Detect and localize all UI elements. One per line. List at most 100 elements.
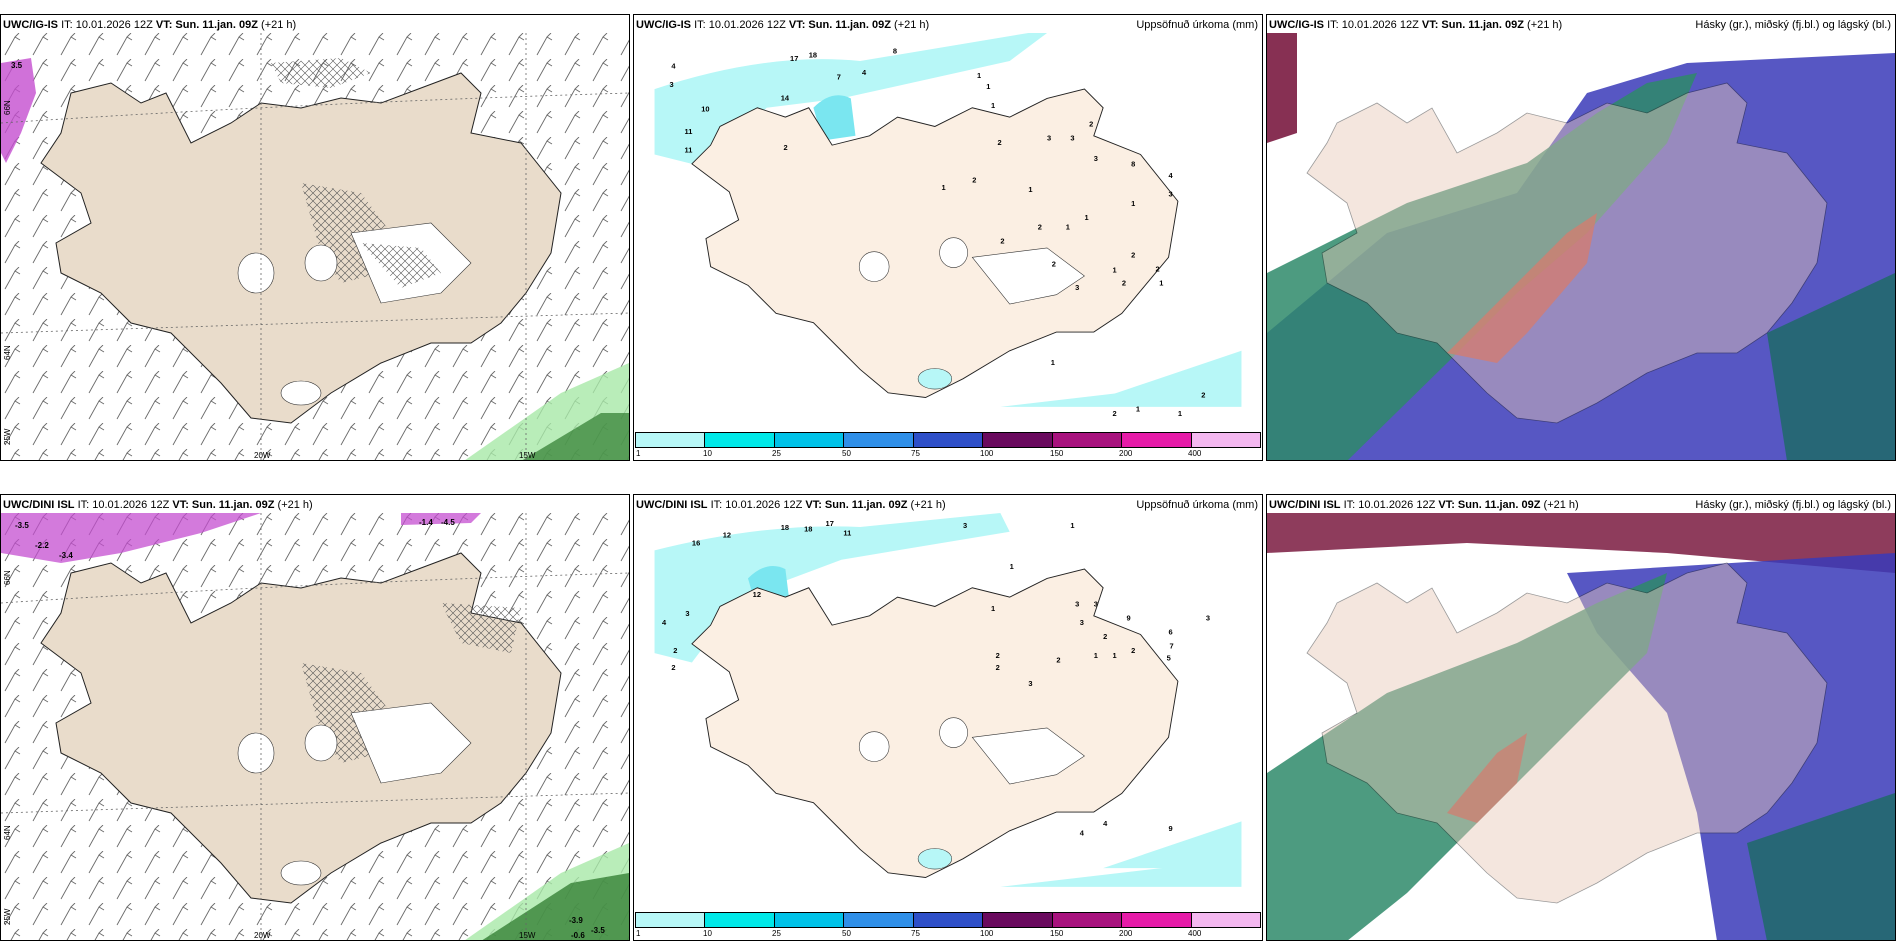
svg-text:2: 2 xyxy=(1056,656,1060,665)
precip-map: 16 12 18 18 17 11 3 1 4 3 12 2 2 1 3 3 9… xyxy=(654,513,1242,887)
svg-text:1: 1 xyxy=(1136,405,1140,414)
svg-text:17: 17 xyxy=(826,519,834,528)
svg-text:8: 8 xyxy=(1131,160,1135,169)
svg-text:-3.5: -3.5 xyxy=(15,521,29,530)
svg-text:7: 7 xyxy=(1169,642,1173,651)
svg-text:-1.4: -1.4 xyxy=(419,518,433,527)
svg-text:3: 3 xyxy=(1075,283,1079,292)
svg-text:12: 12 xyxy=(723,530,731,539)
colorbar-bin xyxy=(844,433,914,447)
svg-text:2: 2 xyxy=(1122,278,1126,287)
svg-text:9: 9 xyxy=(1169,824,1173,833)
precip-values: 16 12 18 18 17 11 3 1 4 3 12 2 2 1 3 3 9… xyxy=(662,519,1210,837)
svg-text:16: 16 xyxy=(692,539,700,548)
lat-label: 66N xyxy=(3,100,12,115)
colorbar-bin xyxy=(705,433,775,447)
wind-panel-top: UWC/IG-IS IT: 10.01.2026 12Z VT: Sun. 11… xyxy=(0,14,630,461)
colorbar-bin xyxy=(1052,433,1123,447)
svg-text:17: 17 xyxy=(790,54,798,63)
lat-label: 66N xyxy=(3,570,12,585)
svg-text:1: 1 xyxy=(1028,185,1032,194)
colorbar-bin xyxy=(983,433,1053,447)
colorbar-ticks: 1 10 25 50 75 100 150 200 400 xyxy=(636,449,1202,458)
colorbar-bin xyxy=(913,433,984,447)
svg-text:10: 10 xyxy=(701,105,709,114)
panel-right-title: Uppsöfnuð úrkoma (mm) xyxy=(1136,499,1258,511)
precip-colorbar xyxy=(635,912,1261,928)
svg-text:-3.4: -3.4 xyxy=(59,551,73,560)
colorbar-bin xyxy=(636,433,706,447)
precip-panel-bottom: UWC/DINI ISL IT: 10.01.2026 12Z VT: Sun.… xyxy=(633,494,1263,941)
lat-label: 25W xyxy=(3,428,12,445)
svg-text:6: 6 xyxy=(1169,627,1173,636)
precip-panel-top: UWC/IG-IS IT: 10.01.2026 12Z VT: Sun. 11… xyxy=(633,14,1263,461)
lat-label: 64N xyxy=(3,825,12,840)
svg-text:2: 2 xyxy=(996,651,1000,660)
svg-text:2: 2 xyxy=(1052,260,1056,269)
svg-text:18: 18 xyxy=(781,523,789,532)
svg-text:4: 4 xyxy=(1080,828,1085,837)
svg-text:11: 11 xyxy=(684,127,692,136)
svg-text:1: 1 xyxy=(941,183,945,192)
iceland-land xyxy=(691,88,1179,398)
svg-text:2: 2 xyxy=(671,663,675,672)
colorbar-bin xyxy=(913,913,984,927)
svg-text:4: 4 xyxy=(1169,171,1174,180)
iceland-land xyxy=(691,568,1179,878)
svg-text:2: 2 xyxy=(1103,632,1107,641)
svg-text:2: 2 xyxy=(1112,409,1116,418)
svg-text:4: 4 xyxy=(671,62,676,71)
colorbar-bin xyxy=(844,913,914,927)
iceland-land xyxy=(1306,82,1828,424)
svg-text:3: 3 xyxy=(1169,190,1173,199)
svg-text:4: 4 xyxy=(1103,819,1108,828)
svg-text:-2.2: -2.2 xyxy=(35,541,49,550)
lon-label: 15W xyxy=(519,931,536,940)
panel-right-title: Uppsöfnuð úrkoma (mm) xyxy=(1136,19,1258,31)
svg-text:3: 3 xyxy=(1080,618,1084,627)
panel-right-title: Hásky (gr.), miðský (fj.bl.) og lágský (… xyxy=(1695,499,1891,511)
svg-text:1: 1 xyxy=(1159,278,1163,287)
svg-text:2: 2 xyxy=(1038,222,1042,231)
svg-text:14: 14 xyxy=(781,93,790,102)
svg-text:1: 1 xyxy=(1112,265,1116,274)
colorbar-bin xyxy=(636,913,706,927)
svg-text:1: 1 xyxy=(1094,651,1098,660)
svg-text:-3.5: -3.5 xyxy=(591,926,605,935)
svg-text:5: 5 xyxy=(1167,654,1171,663)
svg-text:2: 2 xyxy=(673,646,677,655)
panel-title: UWC/IG-IS IT: 10.01.2026 12Z VT: Sun. 11… xyxy=(1269,19,1563,31)
wind-map: 3.5 xyxy=(1,33,629,460)
svg-text:3: 3 xyxy=(963,521,967,530)
cloud-panel-bottom: UWC/DINI ISL IT: 10.01.2026 12Z VT: Sun.… xyxy=(1266,494,1896,941)
svg-text:12: 12 xyxy=(753,590,761,599)
wind-values: -3.5 -2.2 -3.4 -1.4 -4.5 -3.9 -0.6 -3.5 xyxy=(15,518,605,940)
panel-right-title: Hásky (gr.), miðský (fj.bl.) og lágský (… xyxy=(1695,19,1891,31)
precip-map: 4 17 18 8 3 7 4 10 11 14 11 2 1 1 1 2 3 … xyxy=(654,33,1242,419)
svg-text:1: 1 xyxy=(977,71,981,80)
precip-colorbar xyxy=(635,432,1261,448)
svg-text:1: 1 xyxy=(1084,213,1088,222)
svg-text:4: 4 xyxy=(862,68,867,77)
svg-text:1: 1 xyxy=(1010,562,1014,571)
panel-title: UWC/DINI ISL IT: 10.01.2026 12Z VT: Sun.… xyxy=(3,499,313,511)
svg-text:2: 2 xyxy=(1000,236,1004,245)
svg-text:3: 3 xyxy=(1070,133,1074,142)
panel-title: UWC/IG-IS IT: 10.01.2026 12Z VT: Sun. 11… xyxy=(3,19,297,31)
cloud-panel-top: UWC/IG-IS IT: 10.01.2026 12Z VT: Sun. 11… xyxy=(1266,14,1896,461)
colorbar-bin xyxy=(1122,433,1192,447)
cloud-map xyxy=(1267,33,1895,460)
colorbar-bin xyxy=(1122,913,1192,927)
svg-text:9: 9 xyxy=(1127,613,1131,622)
lon-label: 20W xyxy=(254,451,271,460)
wind-map: -3.5 -2.2 -3.4 -1.4 -4.5 -3.9 -0.6 -3.5 xyxy=(1,513,629,940)
precip-values: 4 17 18 8 3 7 4 10 11 14 11 2 1 1 1 2 3 … xyxy=(669,47,1205,419)
svg-text:11: 11 xyxy=(684,146,692,155)
iceland-land xyxy=(1306,562,1828,904)
panel-title: UWC/IG-IS IT: 10.01.2026 12Z VT: Sun. 11… xyxy=(636,19,930,31)
svg-text:2: 2 xyxy=(1089,119,1093,128)
svg-text:3: 3 xyxy=(1028,679,1032,688)
colorbar-bin xyxy=(705,913,775,927)
svg-text:-0.6: -0.6 xyxy=(571,931,585,940)
svg-text:2: 2 xyxy=(998,138,1002,147)
